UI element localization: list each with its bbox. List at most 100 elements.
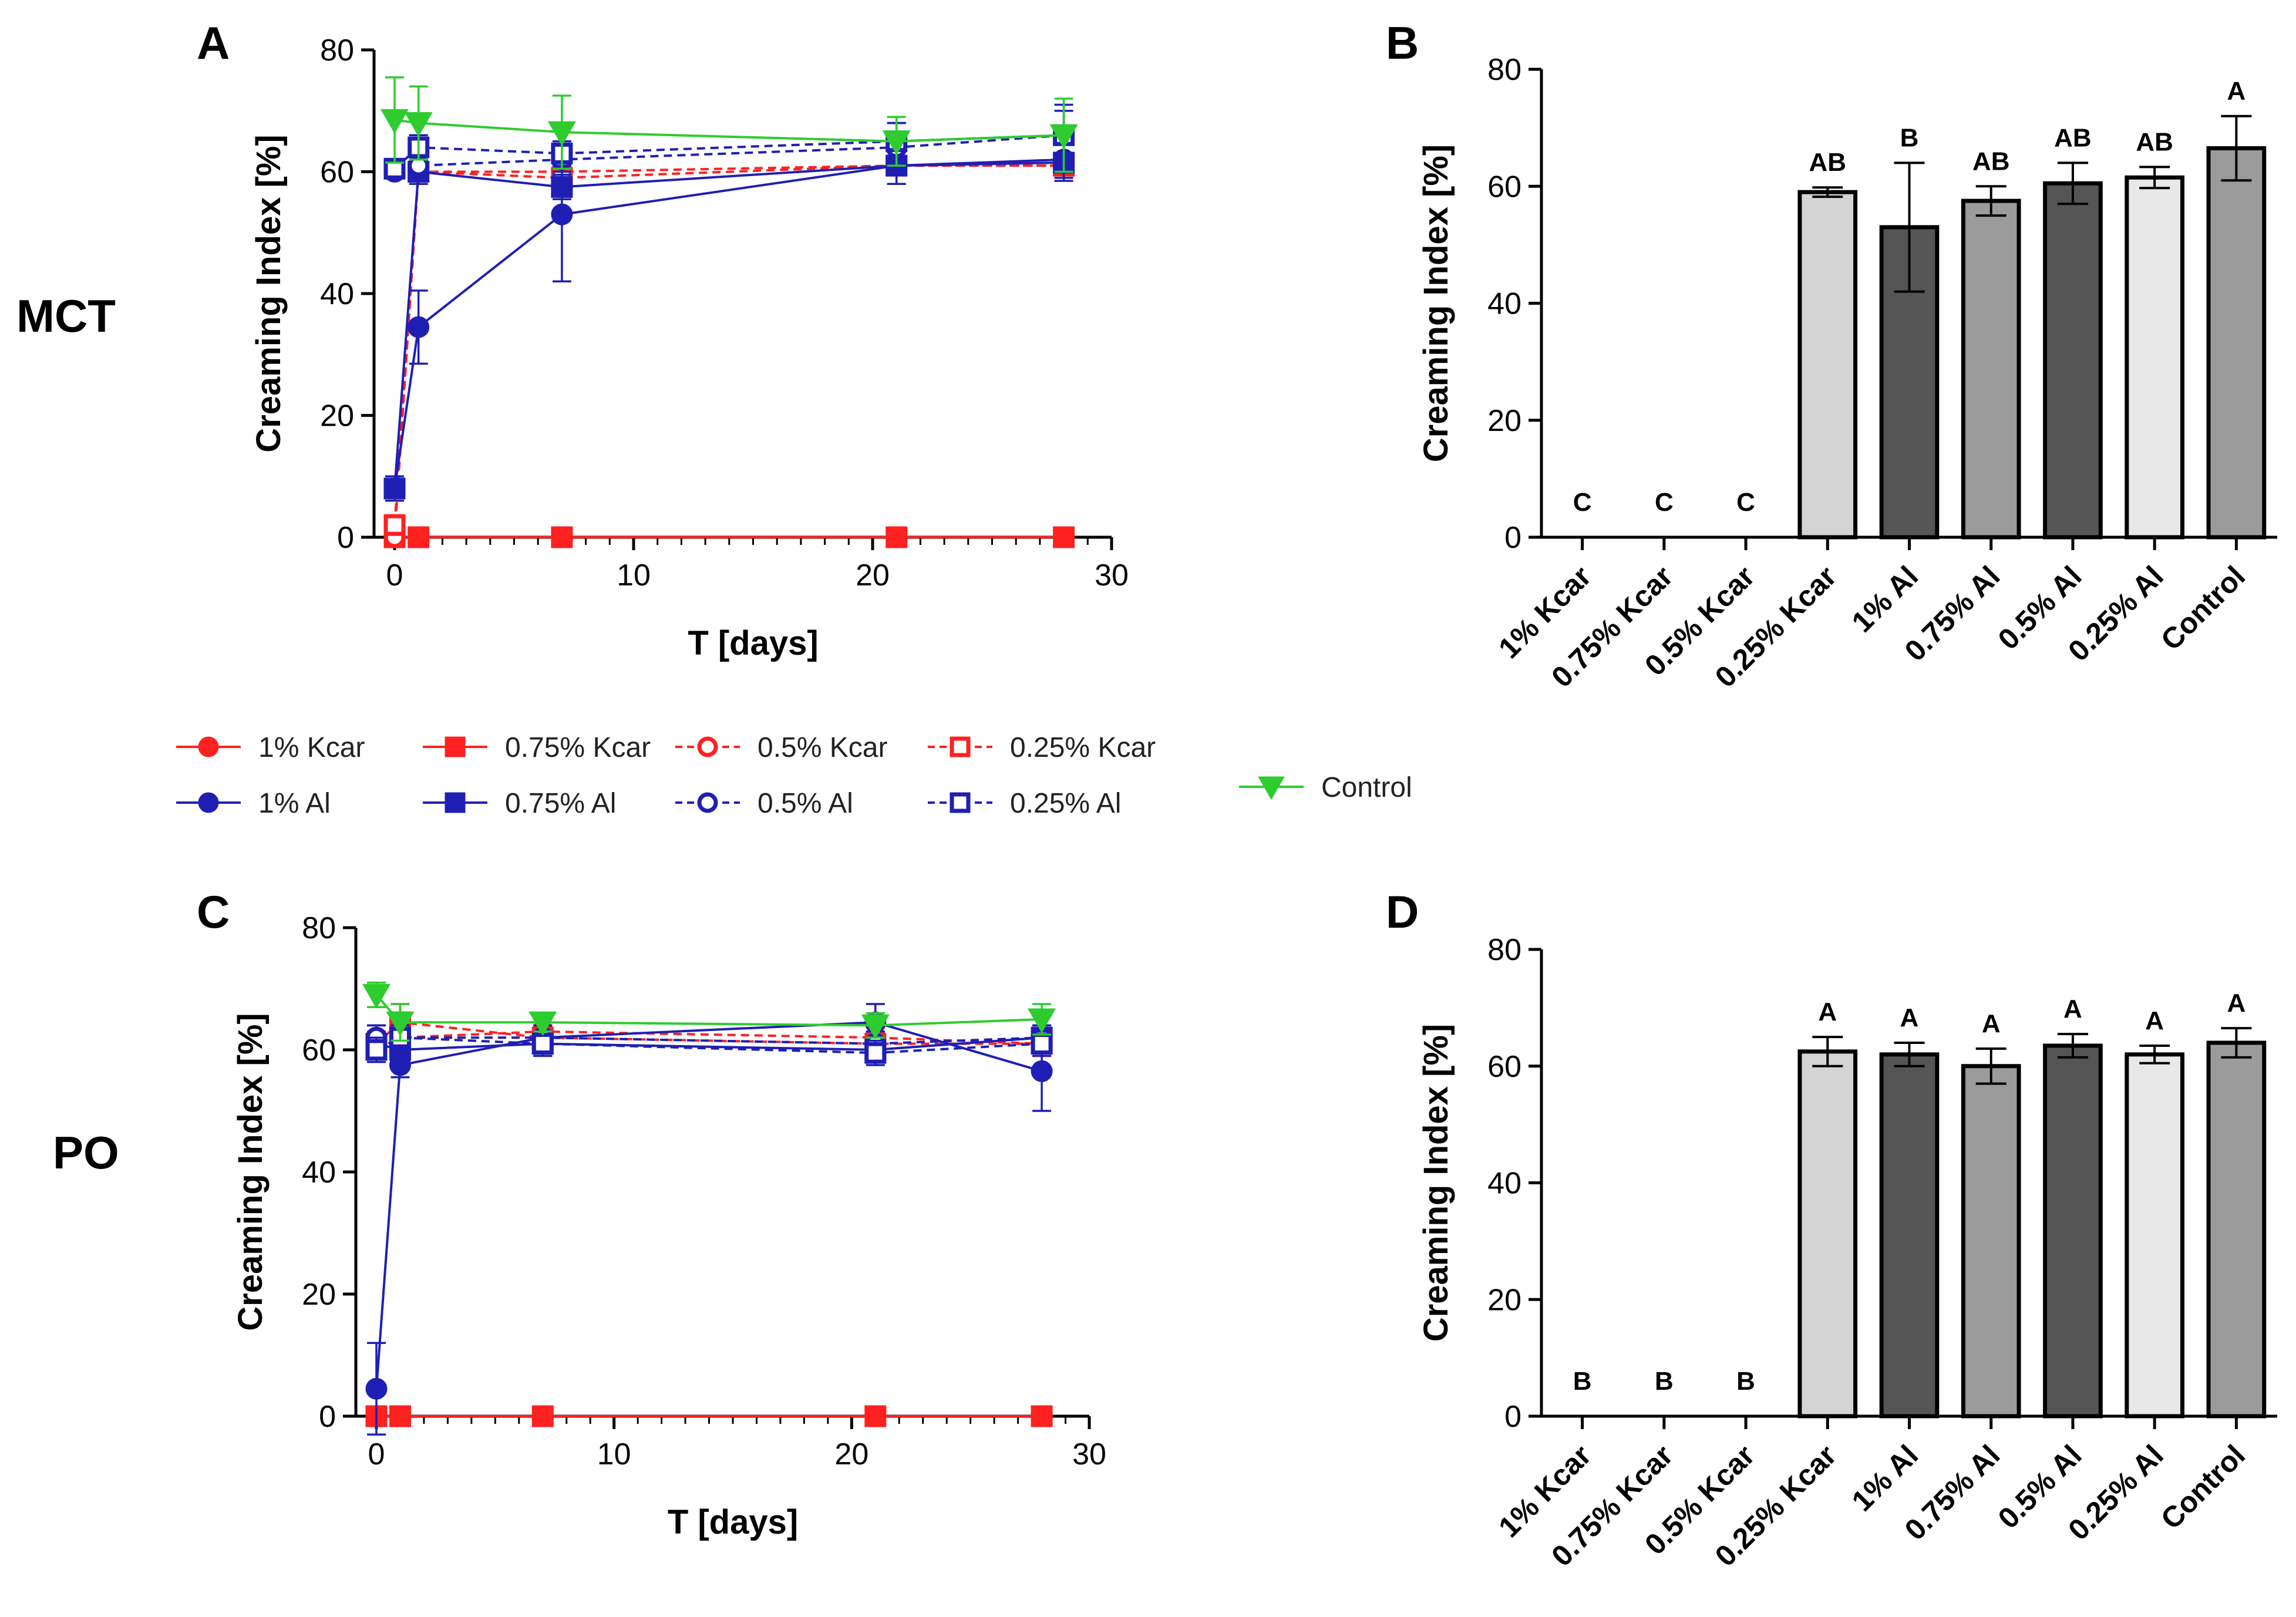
legend-label: 0.5% Al xyxy=(758,788,853,819)
panel-a-data-point-0-75pct-kcar xyxy=(551,526,573,548)
panel-b-y-tick-label: 20 xyxy=(1487,404,1521,438)
panel-a-y-tick-label: 20 xyxy=(320,399,354,433)
panel-a-x-tick-label: 10 xyxy=(617,558,651,592)
panel-a-x-tick-label: 20 xyxy=(856,558,890,592)
chart-panel-a: 0 20 40 60 80 Creaming Index [%] 0 10 20 30 T [day… xyxy=(250,33,1129,662)
legend-marker-0-5pct-al xyxy=(697,792,718,813)
panel-c-data-point-0-25pct-al xyxy=(531,1033,554,1055)
panel-a-series-1pct-al xyxy=(383,140,1075,502)
legend-item-0-75pct-al: 0.75% Al xyxy=(423,788,616,819)
legend: 1% Kcar 0.75% Kcar 0.5% Kcar 0.25% Kcar 1% A… xyxy=(176,732,1412,819)
panel-c-data-point-0-75pct-kcar xyxy=(864,1405,887,1427)
panel-b-y-tick-label: 0 xyxy=(1504,521,1521,555)
panel-letter-b: B xyxy=(1386,17,1419,69)
panel-b-bar-0-25pct-kcar xyxy=(1797,190,1858,540)
panel-d-y-tick-label: 80 xyxy=(1487,933,1521,967)
panel-a-data-point-control xyxy=(547,121,576,146)
panel-b-significance-letter: AB xyxy=(1809,148,1846,177)
legend-label: 0.25% Kcar xyxy=(1010,732,1156,763)
panel-b-significance-letter: AB xyxy=(2054,123,2092,152)
panel-c-data-point-control xyxy=(386,1011,415,1036)
panel-a-series-control xyxy=(380,76,1078,173)
panel-a-x-tick-label: 0 xyxy=(386,558,403,592)
panel-c-data-point-0-75pct-kcar xyxy=(1031,1405,1053,1427)
panel-d-bar-0-5pct-al xyxy=(2043,1043,2103,1419)
panel-a-series-line-0-5pct-kcar xyxy=(393,164,1064,538)
panel-d-significance-letter: A xyxy=(1982,1009,2001,1038)
panel-d-significance-letter: B xyxy=(1655,1367,1674,1396)
panel-a-series-0-25pct-kcar xyxy=(383,154,1075,536)
panel-d-significance-letter: A xyxy=(2145,1006,2164,1035)
legend-marker-1pct-kcar xyxy=(198,736,219,757)
panel-c-data-point-0-75pct-kcar xyxy=(531,1405,554,1427)
panel-a-y-tick-label: 40 xyxy=(320,277,354,311)
panel-c-x-axis-title: T [days] xyxy=(668,1503,798,1541)
chart-panel-c: 0 20 40 60 80 Creaming Index [%] 0 10 20 30 T [day… xyxy=(231,911,1106,1541)
panel-a-data-point-1pct-al xyxy=(551,203,573,225)
panel-b-bar-0-5pct-al xyxy=(2043,181,2103,540)
panel-c-y-tick-label: 80 xyxy=(302,911,336,945)
panel-b-bar-0-75pct-al xyxy=(1961,198,2021,540)
panel-c-data-point-1pct-al xyxy=(1031,1060,1053,1082)
panel-d-y-tick-label: 60 xyxy=(1487,1050,1521,1084)
panel-a-series-line-0-25pct-kcar xyxy=(393,164,1064,525)
panel-c-data-point-control xyxy=(528,1011,557,1036)
panel-a-series-line-0-75pct-al xyxy=(393,161,1064,489)
panel-c-data-point-0-25pct-al xyxy=(864,1042,887,1064)
panel-d-category-label: 1% Al xyxy=(1846,1439,1925,1518)
panel-b-y-tick-label: 80 xyxy=(1487,53,1521,87)
legend-item-1pct-al: 1% Al xyxy=(176,788,331,819)
legend-item-0-5pct-kcar: 0.5% Kcar xyxy=(675,732,887,763)
panel-d-significance-letter: A xyxy=(2227,989,2245,1018)
legend-label: 0.75% Kcar xyxy=(505,732,651,763)
panel-d-y-tick-label: 20 xyxy=(1487,1283,1521,1317)
legend-item-control: Control xyxy=(1239,772,1412,803)
panel-c-y-tick-label: 20 xyxy=(302,1278,336,1312)
panel-d-y-tick-label: 40 xyxy=(1487,1167,1521,1201)
panel-a-data-point-0-75pct-kcar xyxy=(886,526,908,548)
panel-d-significance-letter: A xyxy=(2063,995,2082,1023)
panel-c-y-tick-label: 60 xyxy=(302,1033,336,1067)
legend-label: 0.75% Al xyxy=(505,788,616,819)
panel-c-y-tick-label: 40 xyxy=(302,1156,336,1190)
panel-a-data-point-control xyxy=(882,130,911,156)
panel-a-data-point-control xyxy=(404,112,433,137)
panel-a-x-axis-title: T [days] xyxy=(688,624,818,662)
panel-d-category-label: Control xyxy=(2154,1439,2251,1535)
legend-marker-1pct-al xyxy=(198,792,219,813)
panel-letter-d: D xyxy=(1386,886,1419,938)
legend-item-0-25pct-al: 0.25% Al xyxy=(928,788,1121,819)
panel-c-data-point-0-25pct-al xyxy=(1031,1033,1053,1055)
panel-c-data-point-control xyxy=(362,983,391,1009)
legend-item-0-25pct-kcar: 0.25% Kcar xyxy=(928,732,1156,763)
panel-b-significance-letter: C xyxy=(1573,488,1592,517)
row-label-mct: MCT xyxy=(16,290,116,342)
panel-c-y-tick-label: 0 xyxy=(319,1400,336,1434)
legend-marker-0-25pct-al xyxy=(950,792,971,813)
panel-b-significance-letter: B xyxy=(1900,123,1919,152)
panel-d-significance-letter: B xyxy=(1573,1367,1592,1396)
panel-d-significance-letter: B xyxy=(1736,1367,1755,1396)
panel-a-data-point-0-25pct-kcar xyxy=(383,514,406,536)
legend-label: Control xyxy=(1321,772,1412,803)
legend-marker-0-75pct-al xyxy=(445,792,466,813)
panel-a-x-tick-label: 30 xyxy=(1095,558,1129,592)
panel-b-significance-letter: C xyxy=(1655,488,1674,517)
panel-a-y-tick-label: 80 xyxy=(320,33,354,68)
panel-c-data-point-control xyxy=(861,1014,890,1039)
panel-b-category-label: 1% Al xyxy=(1846,560,1925,639)
panel-a-data-point-control xyxy=(380,109,409,134)
panel-a-data-point-1pct-al xyxy=(408,316,430,338)
panel-c-x-tick-label: 10 xyxy=(597,1437,631,1471)
panel-c-series-0-75pct-kcar xyxy=(365,1405,1053,1427)
legend-item-0-5pct-al: 0.5% Al xyxy=(675,788,853,819)
panel-b-significance-letter: AB xyxy=(1972,147,2010,176)
panel-letter-c: C xyxy=(197,886,230,938)
panel-a-data-point-control xyxy=(1049,124,1078,149)
panel-a-y-axis-title: Creaming Index [%] xyxy=(250,134,288,452)
panel-c-x-tick-label: 0 xyxy=(368,1437,385,1471)
panel-letter-a: A xyxy=(197,17,230,69)
panel-d-bar-1pct-al xyxy=(1879,1052,1940,1419)
panel-a-series-0-5pct-al xyxy=(383,110,1075,183)
